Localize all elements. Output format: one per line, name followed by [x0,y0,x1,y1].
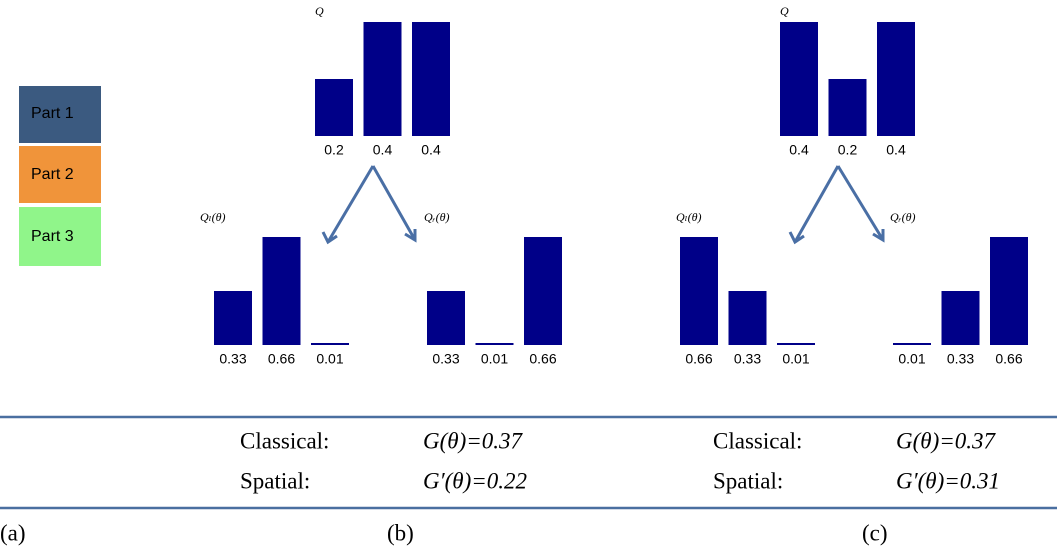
value-label: 0.2 [838,142,858,158]
bar [311,343,349,345]
table-cell: G′(θ)=0.22 [423,468,527,493]
value-label: 0.4 [421,142,441,158]
bar [315,79,353,136]
chart-title: Q [780,4,789,18]
legend-label: Part 3 [31,228,74,245]
value-label: 0.2 [324,142,344,158]
value-label: 0.66 [685,351,712,367]
value-label: 0.4 [886,142,906,158]
legend-swatch [19,207,101,266]
value-label: 0.66 [268,351,295,367]
arrows [321,165,885,245]
bar [427,291,465,345]
table-cell: G(θ)=0.37 [896,428,996,453]
table-cell: G(θ)=0.37 [423,428,523,453]
chart-title: Qₗ(θ) [200,210,225,224]
table-cell: Spatial: [713,468,783,493]
chart-title: Qᵣ(θ) [890,210,916,224]
chart-title: Q [315,4,324,18]
legend-label: Part 2 [31,166,74,183]
legend-swatch [19,146,101,203]
arrow [788,165,840,245]
legend-label: Part 1 [31,105,74,122]
bar [475,343,514,345]
arrow [371,165,417,243]
bar [893,343,931,345]
bar [214,291,252,345]
bar [728,291,767,345]
value-label: 0.33 [219,351,246,367]
bar [262,237,301,345]
legend-swatch [19,86,101,143]
value-label: 0.01 [481,351,508,367]
bar [680,237,718,345]
bar [777,343,815,345]
bar [412,22,450,136]
value-label: 0.01 [782,351,809,367]
panel-label: (a) [0,520,26,545]
table-cell: G′(θ)=0.31 [896,468,1000,493]
arrow [321,165,375,245]
table: Classical: G(θ)=0.37 Spatial: G′(θ)=0.22… [0,428,1000,545]
bar [941,291,980,345]
bar [524,237,562,345]
chart-title: Qᵣ(θ) [424,210,450,224]
value-label: 0.66 [529,351,556,367]
chart-title: Qₗ(θ) [676,210,701,224]
table-cell: Classical: [240,428,329,453]
panel-label: (b) [387,520,414,545]
value-label: 0.01 [898,351,925,367]
panel-label: (c) [862,520,888,545]
value-label: 0.01 [316,351,343,367]
bar [828,79,867,136]
value-label: 0.4 [789,142,809,158]
bar [877,22,915,136]
table-cell: Classical: [713,428,802,453]
bar [363,22,402,136]
value-label: 0.33 [432,351,459,367]
value-label: 0.66 [995,351,1022,367]
value-label: 0.33 [734,351,761,367]
table-cell: Spatial: [240,468,310,493]
arrow [836,165,885,243]
value-label: 0.4 [373,142,393,158]
value-label: 0.33 [947,351,974,367]
bar [780,22,818,136]
bar [990,237,1028,345]
